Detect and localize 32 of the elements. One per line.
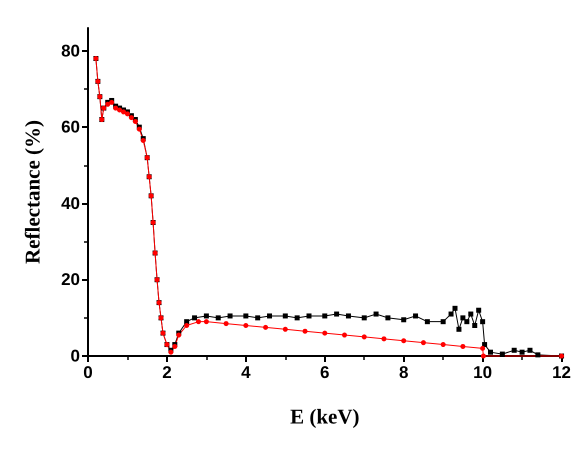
point	[302, 328, 308, 334]
y-tick-label: 20	[61, 270, 80, 290]
point	[480, 346, 486, 351]
y-axis-title: Reflectance (%)	[20, 120, 44, 264]
point	[184, 322, 190, 328]
point	[263, 324, 268, 330]
y-tick-label: 40	[61, 194, 80, 213]
point	[440, 342, 446, 348]
point	[282, 326, 288, 332]
point	[420, 340, 426, 346]
point	[460, 344, 466, 349]
x-tick-label: 12	[552, 363, 572, 382]
x-tick-label: 6	[320, 363, 330, 382]
x-tick-label: 4	[241, 363, 252, 382]
point	[401, 338, 406, 344]
y-tick-label: 80	[61, 41, 80, 60]
point	[322, 330, 328, 336]
point	[196, 319, 201, 324]
point	[204, 319, 209, 324]
x-tick-label: 2	[162, 363, 172, 382]
y-tick-label: 60	[61, 118, 80, 137]
point	[381, 336, 386, 342]
point	[243, 322, 248, 328]
point	[480, 354, 486, 358]
x-tick-label: 0	[83, 363, 93, 382]
point	[224, 321, 229, 326]
x-tick-label: 10	[473, 363, 492, 382]
y-tick-label: 0	[70, 346, 80, 366]
x-tick-label: 8	[398, 363, 408, 382]
point	[362, 334, 367, 340]
point	[342, 332, 348, 338]
x-axis-title: E (keV)	[290, 404, 360, 428]
